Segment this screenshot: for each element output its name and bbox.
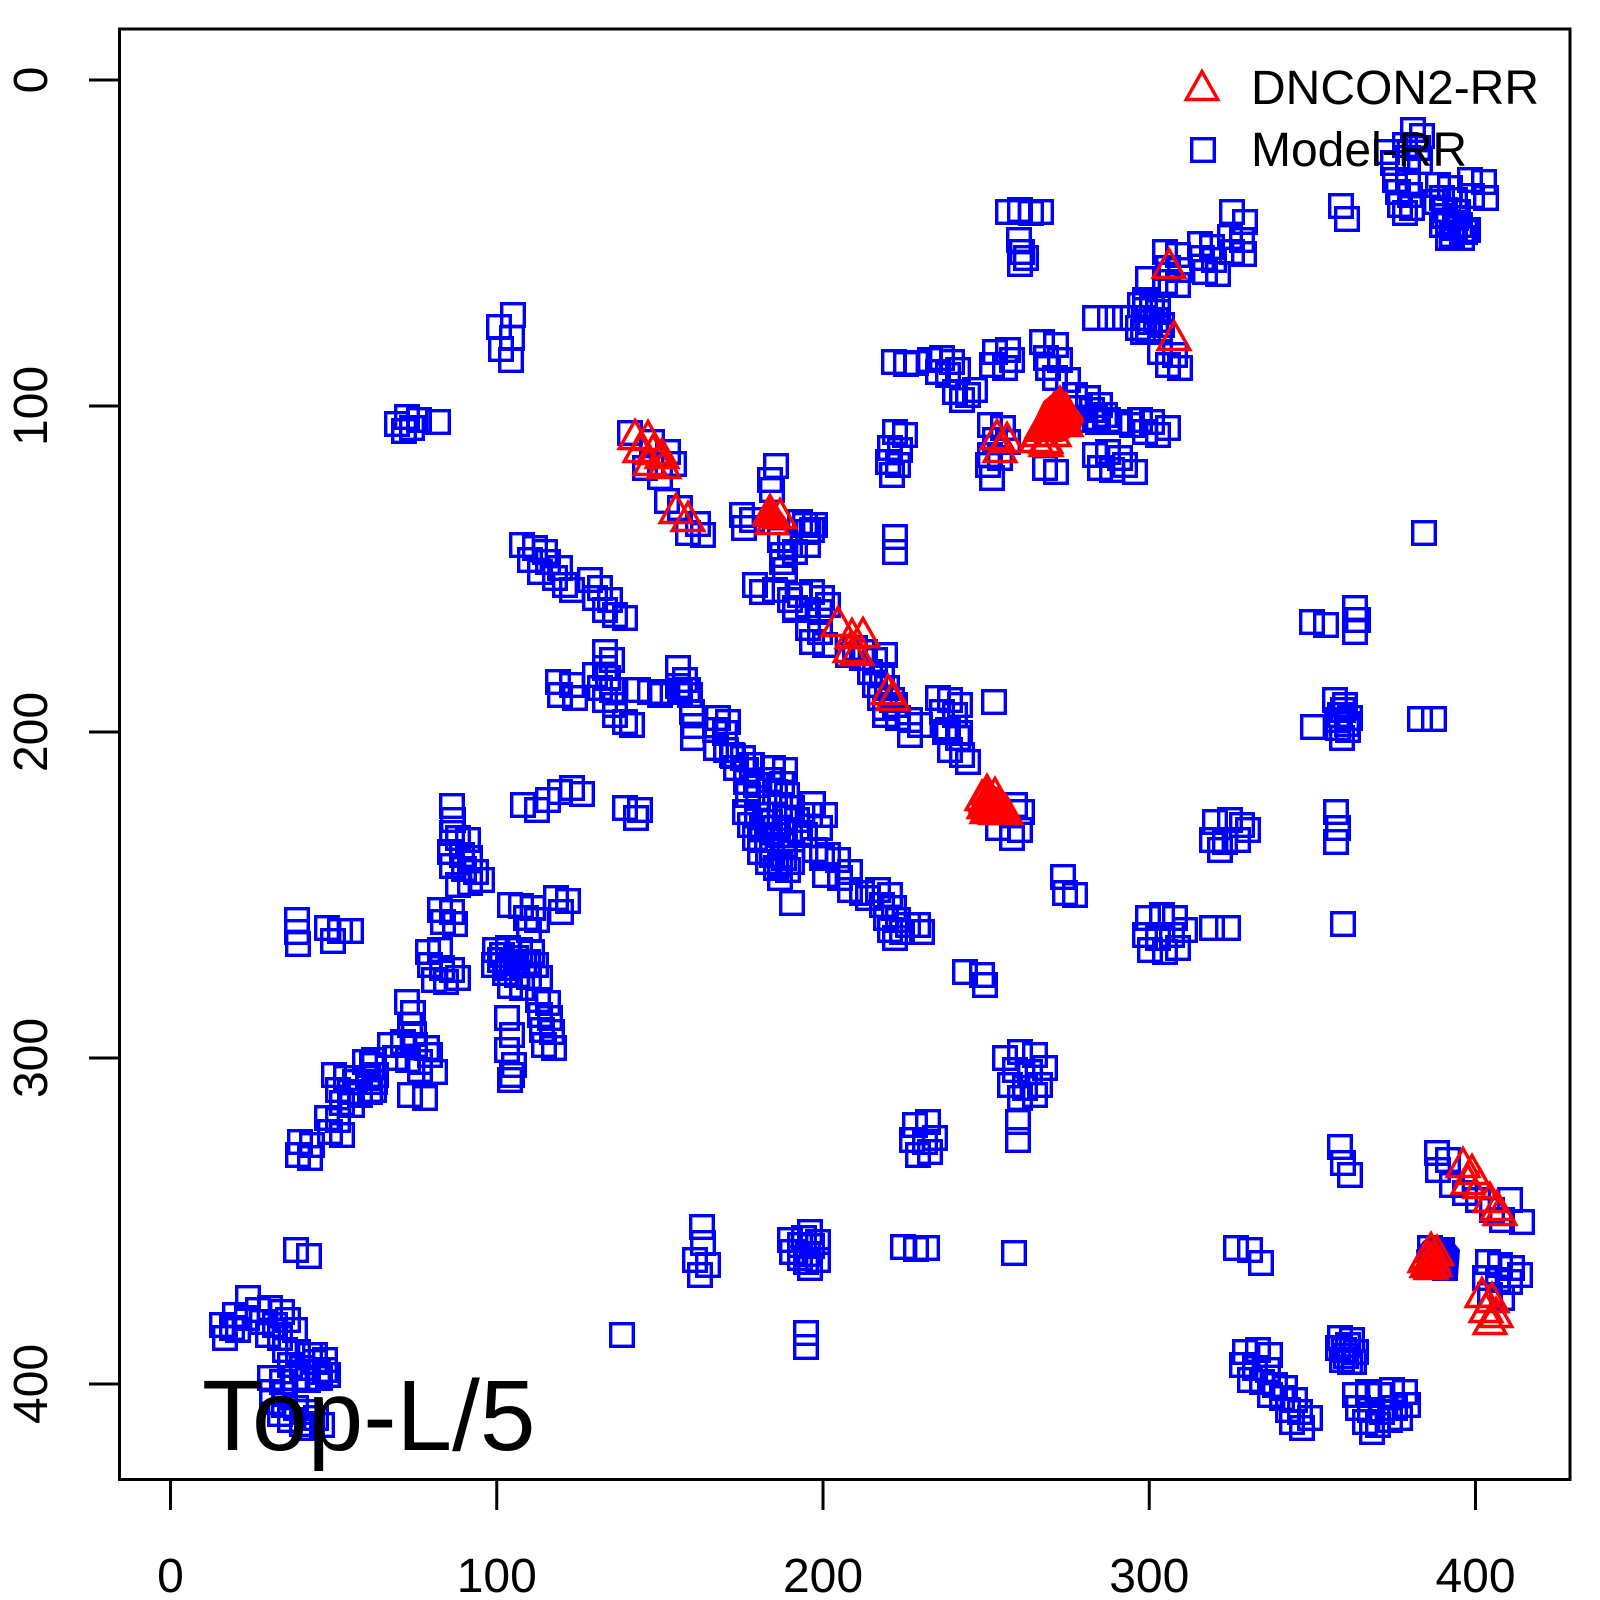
svg-text:Top-L/5: Top-L/5 xyxy=(202,1360,536,1472)
svg-text:400: 400 xyxy=(1435,1550,1515,1600)
svg-text:100: 100 xyxy=(457,1550,537,1600)
svg-text:DNCON2-RR: DNCON2-RR xyxy=(1251,62,1539,115)
svg-text:400: 400 xyxy=(5,1344,58,1424)
svg-text:200: 200 xyxy=(783,1550,863,1600)
svg-text:Model-RR: Model-RR xyxy=(1251,124,1467,177)
svg-text:300: 300 xyxy=(5,1018,58,1098)
svg-text:0: 0 xyxy=(5,67,58,94)
svg-text:0: 0 xyxy=(157,1550,184,1600)
svg-text:100: 100 xyxy=(5,366,58,446)
svg-text:300: 300 xyxy=(1109,1550,1189,1600)
svg-text:200: 200 xyxy=(5,692,58,772)
